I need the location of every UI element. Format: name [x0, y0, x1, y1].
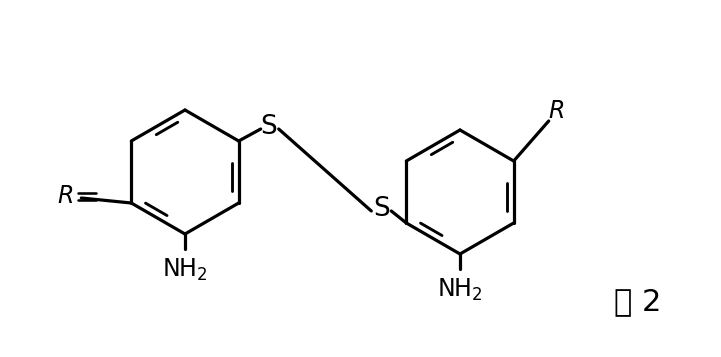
Text: S: S: [373, 196, 389, 222]
Text: 式 2: 式 2: [614, 287, 662, 317]
Text: S: S: [260, 114, 277, 140]
Text: NH$_2$: NH$_2$: [437, 277, 483, 303]
Text: NH$_2$: NH$_2$: [162, 257, 208, 283]
Text: R: R: [549, 99, 565, 123]
Text: R: R: [57, 184, 74, 208]
